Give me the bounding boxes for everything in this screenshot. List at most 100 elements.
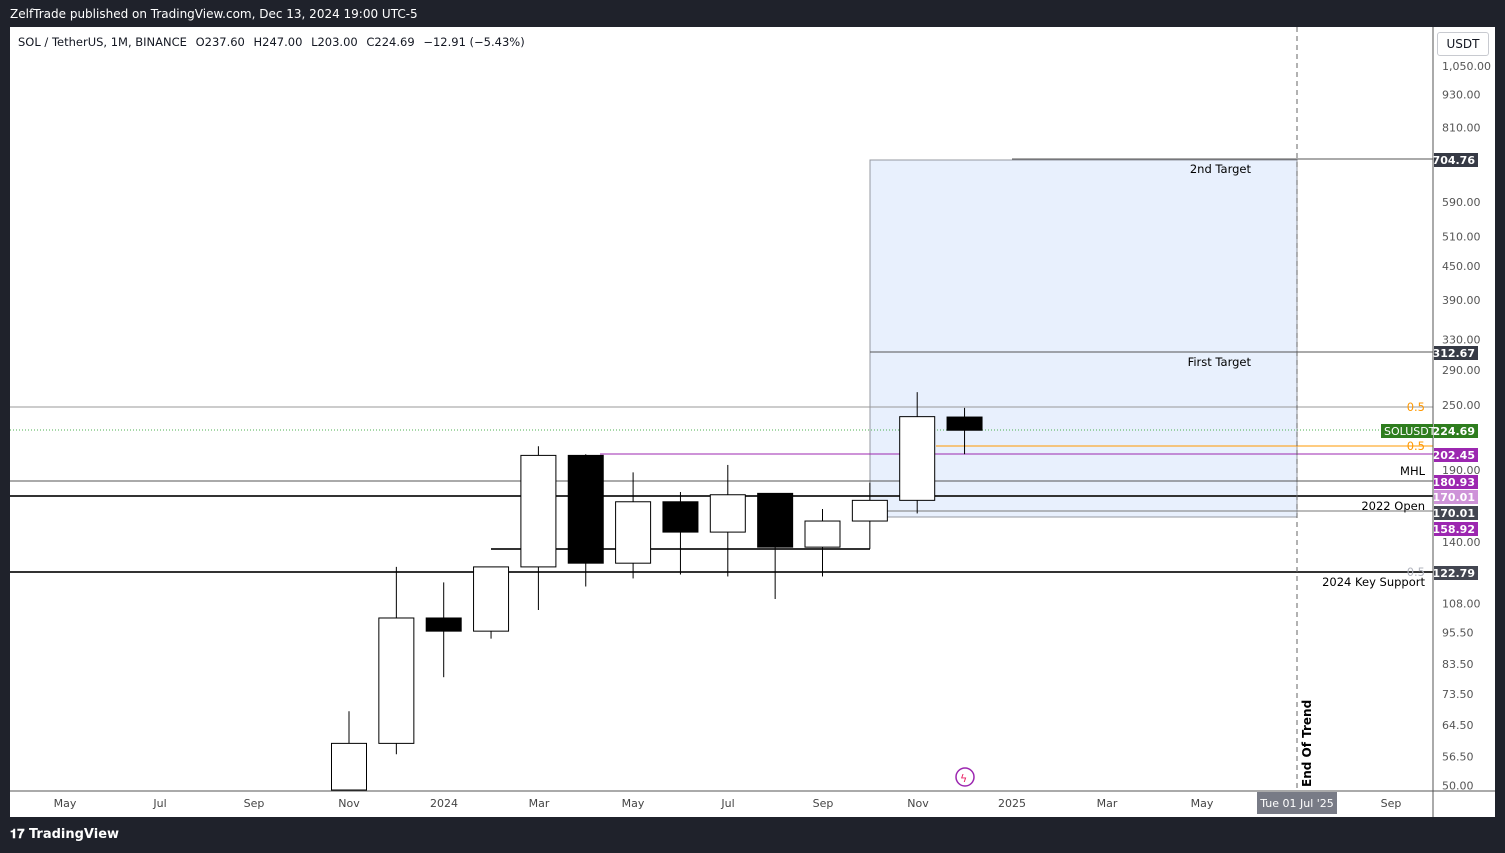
price-tick: 56.50 xyxy=(1442,750,1474,763)
first-target-label: First Target xyxy=(1188,355,1252,369)
price-label-badge xyxy=(1434,346,1478,360)
second-target-label: 2nd Target xyxy=(1190,162,1252,176)
mhl-label: MHL xyxy=(1400,464,1426,478)
time-tick: Mar xyxy=(529,797,550,810)
price-label: 224.69 xyxy=(1433,425,1475,438)
price-tick: 83.50 xyxy=(1442,658,1474,671)
symbol-legend: SOL / TetherUS, 1M, BINANCE O237.60 H247… xyxy=(18,35,530,49)
symbol-tag-badge xyxy=(1381,424,1433,438)
candle[interactable] xyxy=(851,482,888,549)
candle[interactable] xyxy=(567,454,604,587)
time-tick: Jul xyxy=(720,797,734,810)
svg-text:ϟ: ϟ xyxy=(960,772,967,785)
candle[interactable] xyxy=(804,508,841,577)
candle-body xyxy=(804,520,841,548)
candle-body xyxy=(662,501,699,533)
candle-body xyxy=(757,492,794,548)
candle[interactable] xyxy=(425,582,462,678)
price-tick: 330.00 xyxy=(1442,333,1481,346)
price-tick: 390.00 xyxy=(1442,294,1481,307)
ohlc-high: H247.00 xyxy=(253,35,303,49)
ohlc-open: O237.60 xyxy=(195,35,245,49)
candle[interactable] xyxy=(615,472,652,579)
price-tick: 108.00 xyxy=(1442,597,1481,610)
logo-mark-icon: 𝟏𝟕 xyxy=(10,827,29,842)
currency-button[interactable]: USDT xyxy=(1437,32,1489,56)
time-tick: Jul xyxy=(152,797,166,810)
time-tick: Sep xyxy=(813,797,834,810)
time-tick: Sep xyxy=(244,797,265,810)
crosshair-date-badge xyxy=(1257,792,1337,814)
price-tick: 250.00 xyxy=(1442,399,1481,412)
price-label-badge xyxy=(1434,424,1478,438)
candle-body xyxy=(615,501,652,564)
open-2022-label: 2022 Open xyxy=(1361,499,1425,513)
candle[interactable] xyxy=(899,392,936,514)
price-label: 170.01 xyxy=(1433,507,1475,520)
price-tick: 50.00 xyxy=(1442,779,1474,792)
price-label-badge xyxy=(1434,506,1478,520)
fib-label: 0.5 xyxy=(1407,565,1425,579)
candle[interactable] xyxy=(378,566,415,755)
crosshair-date: Tue 01 Jul '25 xyxy=(1259,797,1334,810)
price-label: 312.67 xyxy=(1433,347,1475,360)
price-tick: 95.50 xyxy=(1442,626,1474,639)
time-tick: Mar xyxy=(1097,797,1118,810)
target-zone[interactable] xyxy=(869,159,1298,518)
price-label-badge xyxy=(1434,448,1478,462)
lightning-icon[interactable]: ϟ xyxy=(955,767,975,787)
candle-body xyxy=(851,499,888,522)
time-tick: Nov xyxy=(907,797,929,810)
candle-body xyxy=(520,454,557,568)
ohlc-change: −12.91 (−5.43%) xyxy=(423,35,525,49)
price-label: 170.01 xyxy=(1433,491,1475,504)
time-tick: 2024 xyxy=(430,797,458,810)
tradingview-logo[interactable]: 𝟏𝟕 TradingView xyxy=(10,827,119,842)
key-support-label: 2024 Key Support xyxy=(1322,575,1425,589)
price-label: 158.92 xyxy=(1433,523,1475,536)
price-tick: 290.00 xyxy=(1442,364,1481,377)
price-tick: 73.50 xyxy=(1442,688,1474,701)
price-label: 180.93 xyxy=(1433,476,1475,489)
time-tick: May xyxy=(622,797,645,810)
symbol-name[interactable]: SOL / TetherUS, 1M, BINANCE xyxy=(18,35,187,49)
price-label: 122.79 xyxy=(1433,567,1475,580)
candle-body xyxy=(331,742,367,791)
price-tick: 450.00 xyxy=(1442,260,1481,273)
fib-label: 0.5 xyxy=(1407,439,1425,453)
price-tick: 590.00 xyxy=(1442,196,1481,209)
candle[interactable] xyxy=(520,446,557,610)
candle[interactable] xyxy=(331,711,367,791)
candle[interactable] xyxy=(662,492,699,575)
brand-label: TradingView xyxy=(28,827,120,842)
candle[interactable] xyxy=(946,407,983,455)
candle-body xyxy=(425,617,462,632)
price-label-badge xyxy=(1434,490,1478,504)
price-label-badge xyxy=(1434,475,1478,489)
price-tick: 510.00 xyxy=(1442,231,1481,244)
candle[interactable] xyxy=(473,566,510,639)
symbol-tag: SOLUSDT xyxy=(1384,425,1436,438)
ohlc-low: L203.00 xyxy=(311,35,358,49)
price-label-badge xyxy=(1434,153,1478,167)
candle-body xyxy=(709,494,746,533)
ohlc-close: C224.69 xyxy=(366,35,415,49)
price-tick: 140.00 xyxy=(1442,536,1481,549)
price-tick: 810.00 xyxy=(1442,121,1481,134)
time-tick: 2025 xyxy=(998,797,1026,810)
candle[interactable] xyxy=(757,492,794,599)
price-label-badge xyxy=(1434,522,1478,536)
price-tick: 190.00 xyxy=(1442,464,1481,477)
candle-body xyxy=(378,617,415,744)
price-tick: 930.00 xyxy=(1442,89,1481,102)
price-tick: 1,050.00 xyxy=(1442,60,1491,73)
time-tick: Sep xyxy=(1381,797,1402,810)
candle[interactable] xyxy=(709,464,746,577)
time-tick: Nov xyxy=(338,797,360,810)
price-label-badge xyxy=(1434,566,1478,580)
time-tick: May xyxy=(1191,797,1214,810)
price-label: 202.45 xyxy=(1433,449,1475,462)
publisher-header: ZelfTrade published on TradingView.com, … xyxy=(10,7,418,21)
candle-body xyxy=(567,454,604,564)
